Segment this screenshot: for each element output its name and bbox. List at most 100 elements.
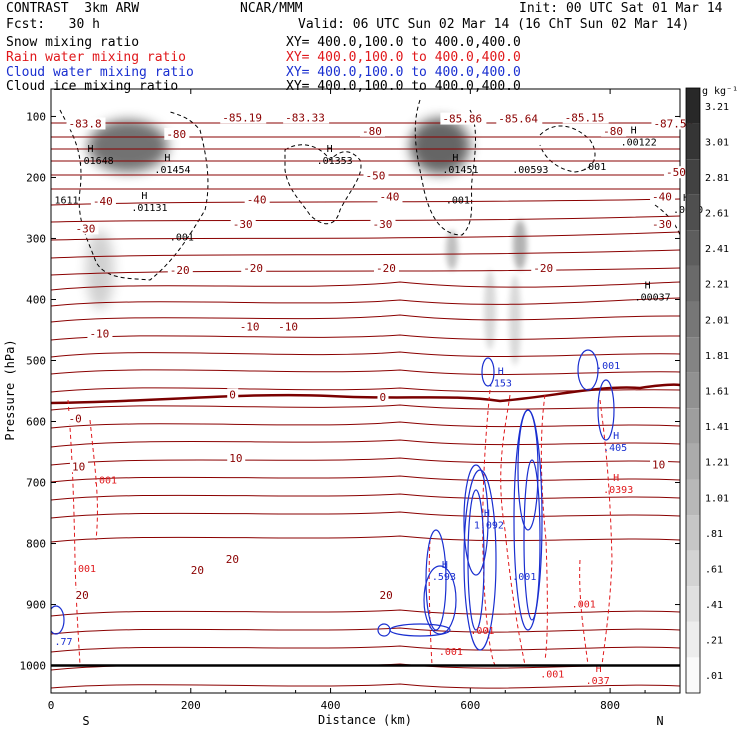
isotherm-label: -80 (362, 125, 382, 138)
cloud-water-contour (577, 349, 599, 391)
extremum-value: .001 (446, 196, 470, 207)
colorbar-swatch (686, 479, 700, 516)
extremum-value: .001 (596, 361, 620, 372)
rain-contour (67, 399, 81, 666)
isotherm-label: -85.15 (565, 111, 605, 124)
colorbar-swatch (686, 194, 700, 231)
colorbar-tick-label: .61 (705, 564, 723, 575)
isotherm-label-bg (650, 218, 676, 231)
isotherm-label-bg (373, 262, 399, 275)
field-xy-cloud-water: XY= 400.0,100.0 to 400.0,400.0 (286, 65, 521, 80)
rain-contour (540, 394, 548, 661)
snow-blob (410, 118, 470, 174)
colorbar-tick-label: 1.21 (705, 458, 729, 469)
isotherm-label-bg (601, 124, 627, 137)
extremum-value: .00593 (512, 165, 548, 176)
extremum-value: .001 (93, 476, 117, 487)
isotherm-label-bg (66, 117, 106, 130)
isotherm-label-bg (223, 553, 242, 566)
isotherm-label: -30 (372, 218, 392, 231)
colorbar-swatch (686, 515, 700, 551)
colorbar-tick-label: 3.21 (705, 102, 729, 113)
colorbar-tick-label: .81 (705, 529, 723, 540)
cloud-water-contour (463, 464, 489, 576)
init-label: Init: 00 UTC Sat 01 Mar 14 (519, 1, 723, 16)
colorbar-swatch (686, 88, 700, 124)
valid-label: Valid: 06 UTC Sun 02 Mar 14 (16 ChT Sun … (298, 17, 690, 32)
extremum-value: 1.092 (474, 520, 504, 531)
colorbar-swatch (686, 443, 700, 480)
isotherm-label: 0 (379, 391, 386, 404)
isotherm-label: 10 (229, 452, 242, 465)
isotherm-label-bg (377, 589, 396, 602)
colorbar-swatch (686, 159, 700, 195)
colorbar-tick-label: 2.61 (705, 209, 729, 220)
x-tick-label: 600 (460, 699, 480, 712)
colorbar-swatch (686, 230, 700, 266)
colorbar-swatch (686, 265, 700, 302)
x-tick-label: 200 (181, 699, 201, 712)
extremum-marker: H (596, 664, 602, 675)
x-axis-title: Distance (km) (318, 713, 412, 727)
extremum-value: .00037 (635, 293, 671, 304)
colorbar-tick-label: 2.81 (705, 173, 729, 184)
isotherm (51, 439, 680, 448)
isotherm-label: -83.8 (68, 117, 101, 130)
freezing-level-isotherm (51, 383, 680, 405)
field-xy-rain: XY= 400.0,100.0 to 400.0,400.0 (286, 50, 521, 65)
ice-contour (284, 144, 362, 225)
extremum-marker: H (164, 153, 170, 164)
isotherm-label: -87.59 (653, 117, 693, 130)
isotherm (51, 267, 680, 276)
x-tick-label: 800 (600, 699, 620, 712)
colorbar-tick-label: 3.01 (705, 137, 729, 148)
extremum-marker: H (442, 560, 448, 571)
isotherm-label: -40 (652, 191, 672, 204)
extremum-value: .001 (72, 564, 96, 575)
colorbar-swatch (686, 408, 700, 444)
extremum-value: .001 (470, 626, 494, 637)
cloud-water-contour (51, 605, 65, 635)
y-tick-label: 800 (26, 538, 46, 551)
colorbar-swatch (686, 621, 700, 658)
extremum-value: .001 (170, 232, 194, 243)
y-tick-label: 900 (26, 599, 46, 612)
isotherm-label-bg (241, 262, 267, 275)
snow-shading (86, 118, 527, 365)
snow-blob (88, 120, 168, 172)
cloud-water-contour (425, 529, 447, 631)
rain-contour (579, 559, 589, 666)
isotherm-label: -40 (379, 191, 399, 204)
isotherm-label: 10 (652, 458, 665, 471)
isotherm-label: 20 (191, 564, 204, 577)
isotherm-label-bg (66, 412, 85, 425)
isotherm-label-bg (440, 112, 487, 125)
isotherm-label-bg (237, 320, 263, 333)
isotherm-label: -20 (376, 262, 396, 275)
isotherm (51, 231, 680, 241)
isotherm-label-bg (562, 111, 609, 124)
snow-blob (513, 220, 527, 270)
ice-contour (59, 109, 209, 281)
isotherm-label-bg (370, 218, 396, 231)
isotherm-label-bg (167, 263, 193, 276)
isotherm (51, 404, 680, 411)
isotherm (51, 609, 680, 617)
isotherm-label-bg (73, 222, 99, 235)
isotherm (51, 351, 680, 358)
isotherm-label-bg (230, 218, 256, 231)
x-end-label-right: N (656, 714, 663, 728)
isotherm-label: -80 (166, 128, 186, 141)
isotherm-label-bg (244, 193, 270, 206)
isotherm-label-bg (276, 320, 302, 333)
isotherm (51, 702, 680, 706)
x-tick-label: 400 (321, 699, 341, 712)
x-tick-label: 0 (48, 699, 55, 712)
snow-blob (86, 230, 114, 310)
isotherm (51, 369, 680, 376)
extremum-value: .153 (488, 379, 512, 390)
cloud-water-contour (377, 623, 391, 637)
colorbar-tick-label: 2.01 (705, 315, 729, 326)
isotherm-label: -20 (170, 264, 190, 277)
